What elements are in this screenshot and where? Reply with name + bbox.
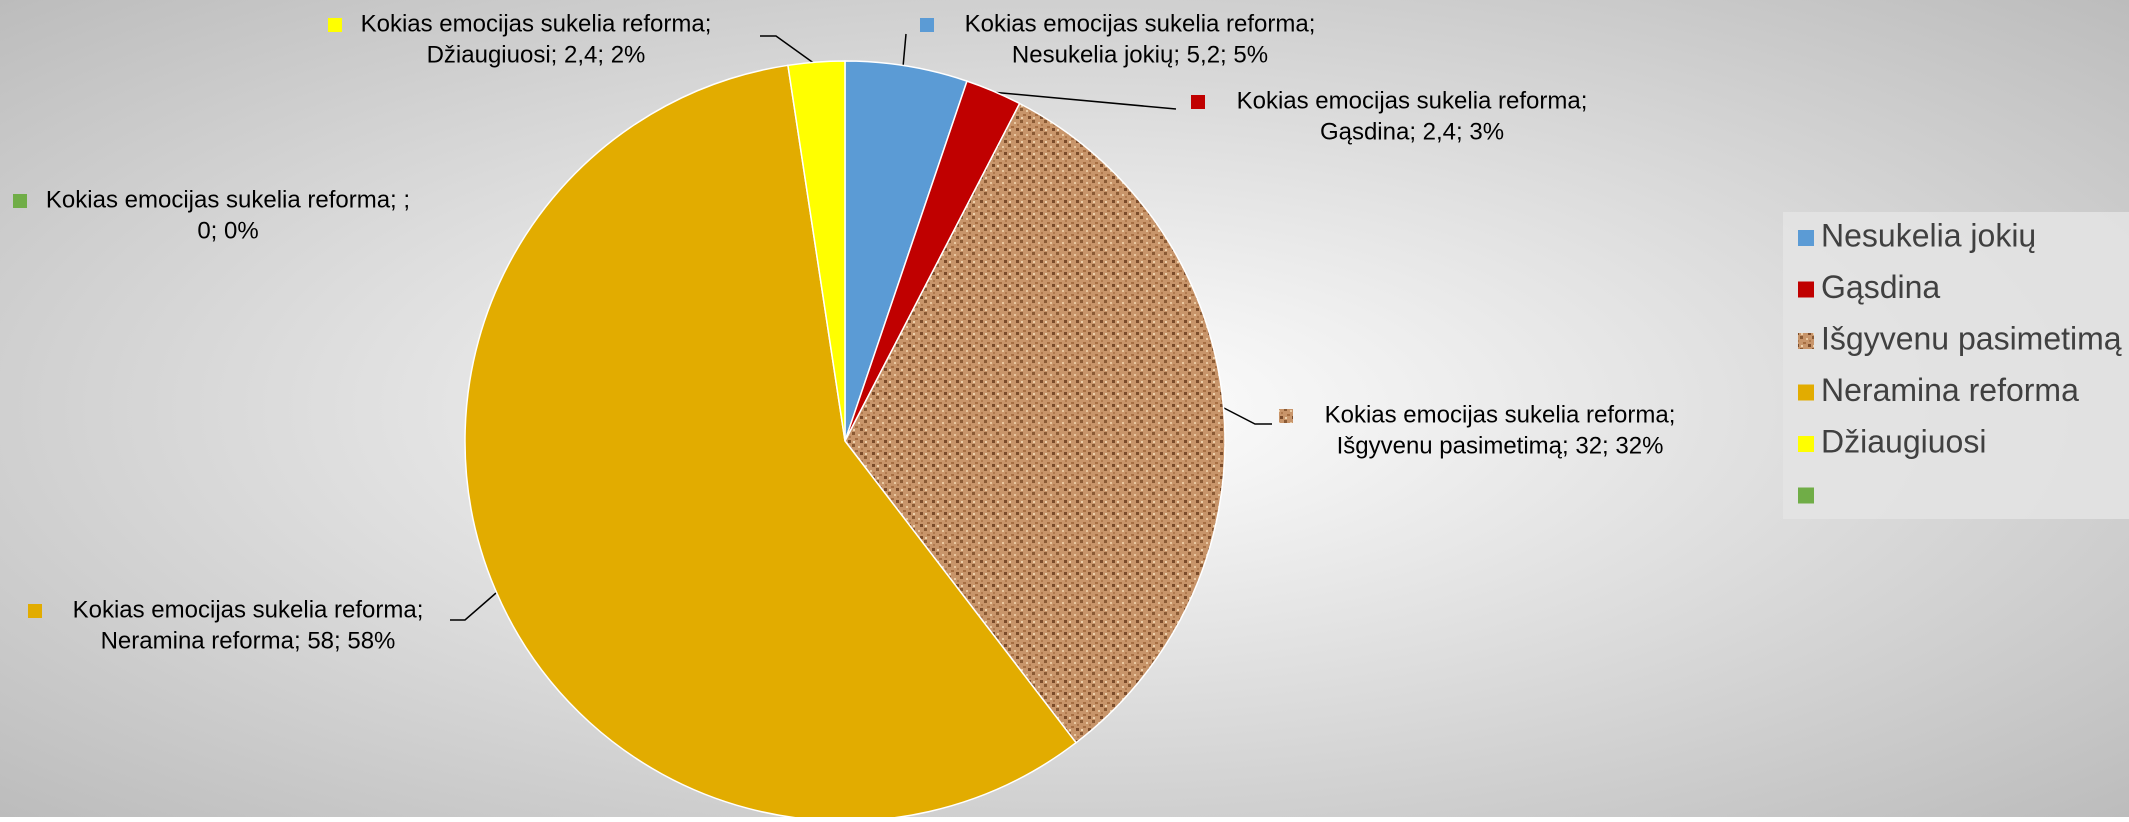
data-label: Neramina reforma; 58; 58% — [101, 627, 396, 654]
legend-marker — [1798, 436, 1814, 452]
pie-slice — [844, 102, 1226, 744]
data-label: 0; 0% — [197, 217, 258, 244]
legend-label: Džiaugiuosi — [1821, 423, 1986, 459]
data-label: Gąsdina; 2,4; 3% — [1320, 118, 1504, 145]
label-marker — [328, 18, 342, 32]
legend-label: Gąsdina — [1821, 269, 1940, 305]
legend-label: Neramina reforma — [1821, 372, 2079, 408]
legend-marker — [1798, 384, 1814, 401]
legend-label: Išgyvenu pasimetimą — [1821, 320, 2122, 356]
data-label: Kokias emocijas sukelia reforma; — [965, 10, 1316, 37]
data-label: Kokias emocijas sukelia reforma; — [361, 10, 712, 37]
data-label: Kokias emocijas sukelia reforma; — [1325, 401, 1676, 428]
leader-line — [760, 35, 816, 65]
data-label: Išgyvenu pasimetimą; 32; 32% — [1337, 432, 1664, 459]
data-label: Kokias emocijas sukelia reforma; — [73, 596, 424, 623]
label-marker — [28, 604, 42, 618]
legend-box — [1783, 212, 2129, 519]
leader-line — [1221, 406, 1272, 425]
leader-line — [902, 33, 907, 68]
data-label: Kokias emocijas sukelia reforma; ; — [46, 186, 410, 213]
leader-lines — [450, 33, 1272, 621]
legend-marker — [1798, 230, 1814, 246]
label-marker — [13, 194, 27, 208]
data-label: Džiaugiuosi; 2,4; 2% — [427, 41, 646, 68]
legend-marker — [1798, 487, 1814, 504]
label-marker — [920, 18, 934, 32]
legend-marker — [1798, 333, 1814, 349]
legend-label: Nesukelia jokių — [1821, 217, 2036, 253]
data-label: Nesukelia jokių; 5,2; 5% — [1012, 41, 1268, 68]
legend-marker — [1798, 281, 1814, 298]
label-marker — [1191, 95, 1205, 109]
leader-line — [990, 91, 1177, 110]
label-marker — [1279, 409, 1293, 423]
leader-line — [450, 592, 497, 621]
data-label: Kokias emocijas sukelia reforma; — [1237, 87, 1588, 114]
pie-slice — [787, 60, 846, 442]
